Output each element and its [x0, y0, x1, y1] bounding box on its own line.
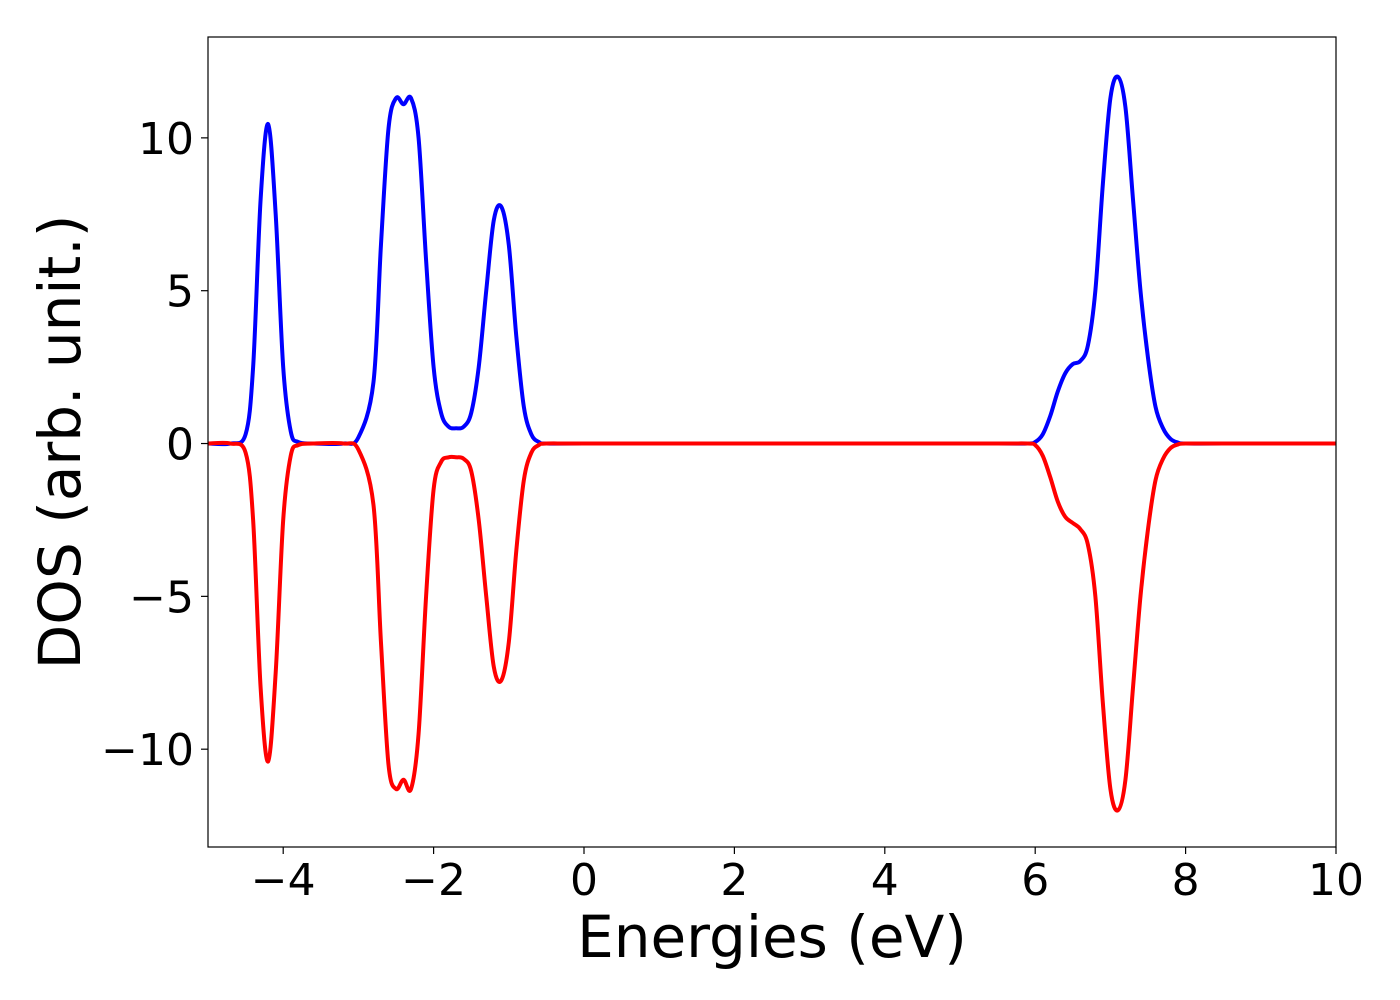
plot-frame	[207, 36, 1337, 848]
y-tick-label: −5	[129, 572, 194, 623]
x-tick-label: 8	[1172, 855, 1200, 906]
y-ticks: −10 −5 0 5 10	[101, 114, 208, 776]
y-axis-label: DOS (arb. unit.)	[26, 215, 94, 670]
x-axis-label: Energies (eV)	[577, 903, 967, 971]
y-tick-label: 0	[166, 420, 194, 471]
y-tick-label: 10	[138, 114, 194, 165]
x-tick-label: 0	[570, 855, 598, 906]
x-ticks: −4 −2 0 2 4 6 8 10	[251, 847, 1364, 906]
series-line-blue	[208, 74, 1336, 447]
x-tick-label: 2	[720, 855, 748, 906]
x-tick-label: 4	[871, 855, 899, 906]
y-tick-label: −10	[101, 725, 194, 776]
x-tick-label: 10	[1308, 855, 1364, 906]
series-line-red	[208, 440, 1336, 813]
y-tick-label: 5	[166, 267, 194, 318]
series-layer	[208, 74, 1336, 813]
x-tick-label: −4	[251, 855, 316, 906]
x-tick-label: −2	[401, 855, 466, 906]
x-tick-label: 6	[1021, 855, 1049, 906]
